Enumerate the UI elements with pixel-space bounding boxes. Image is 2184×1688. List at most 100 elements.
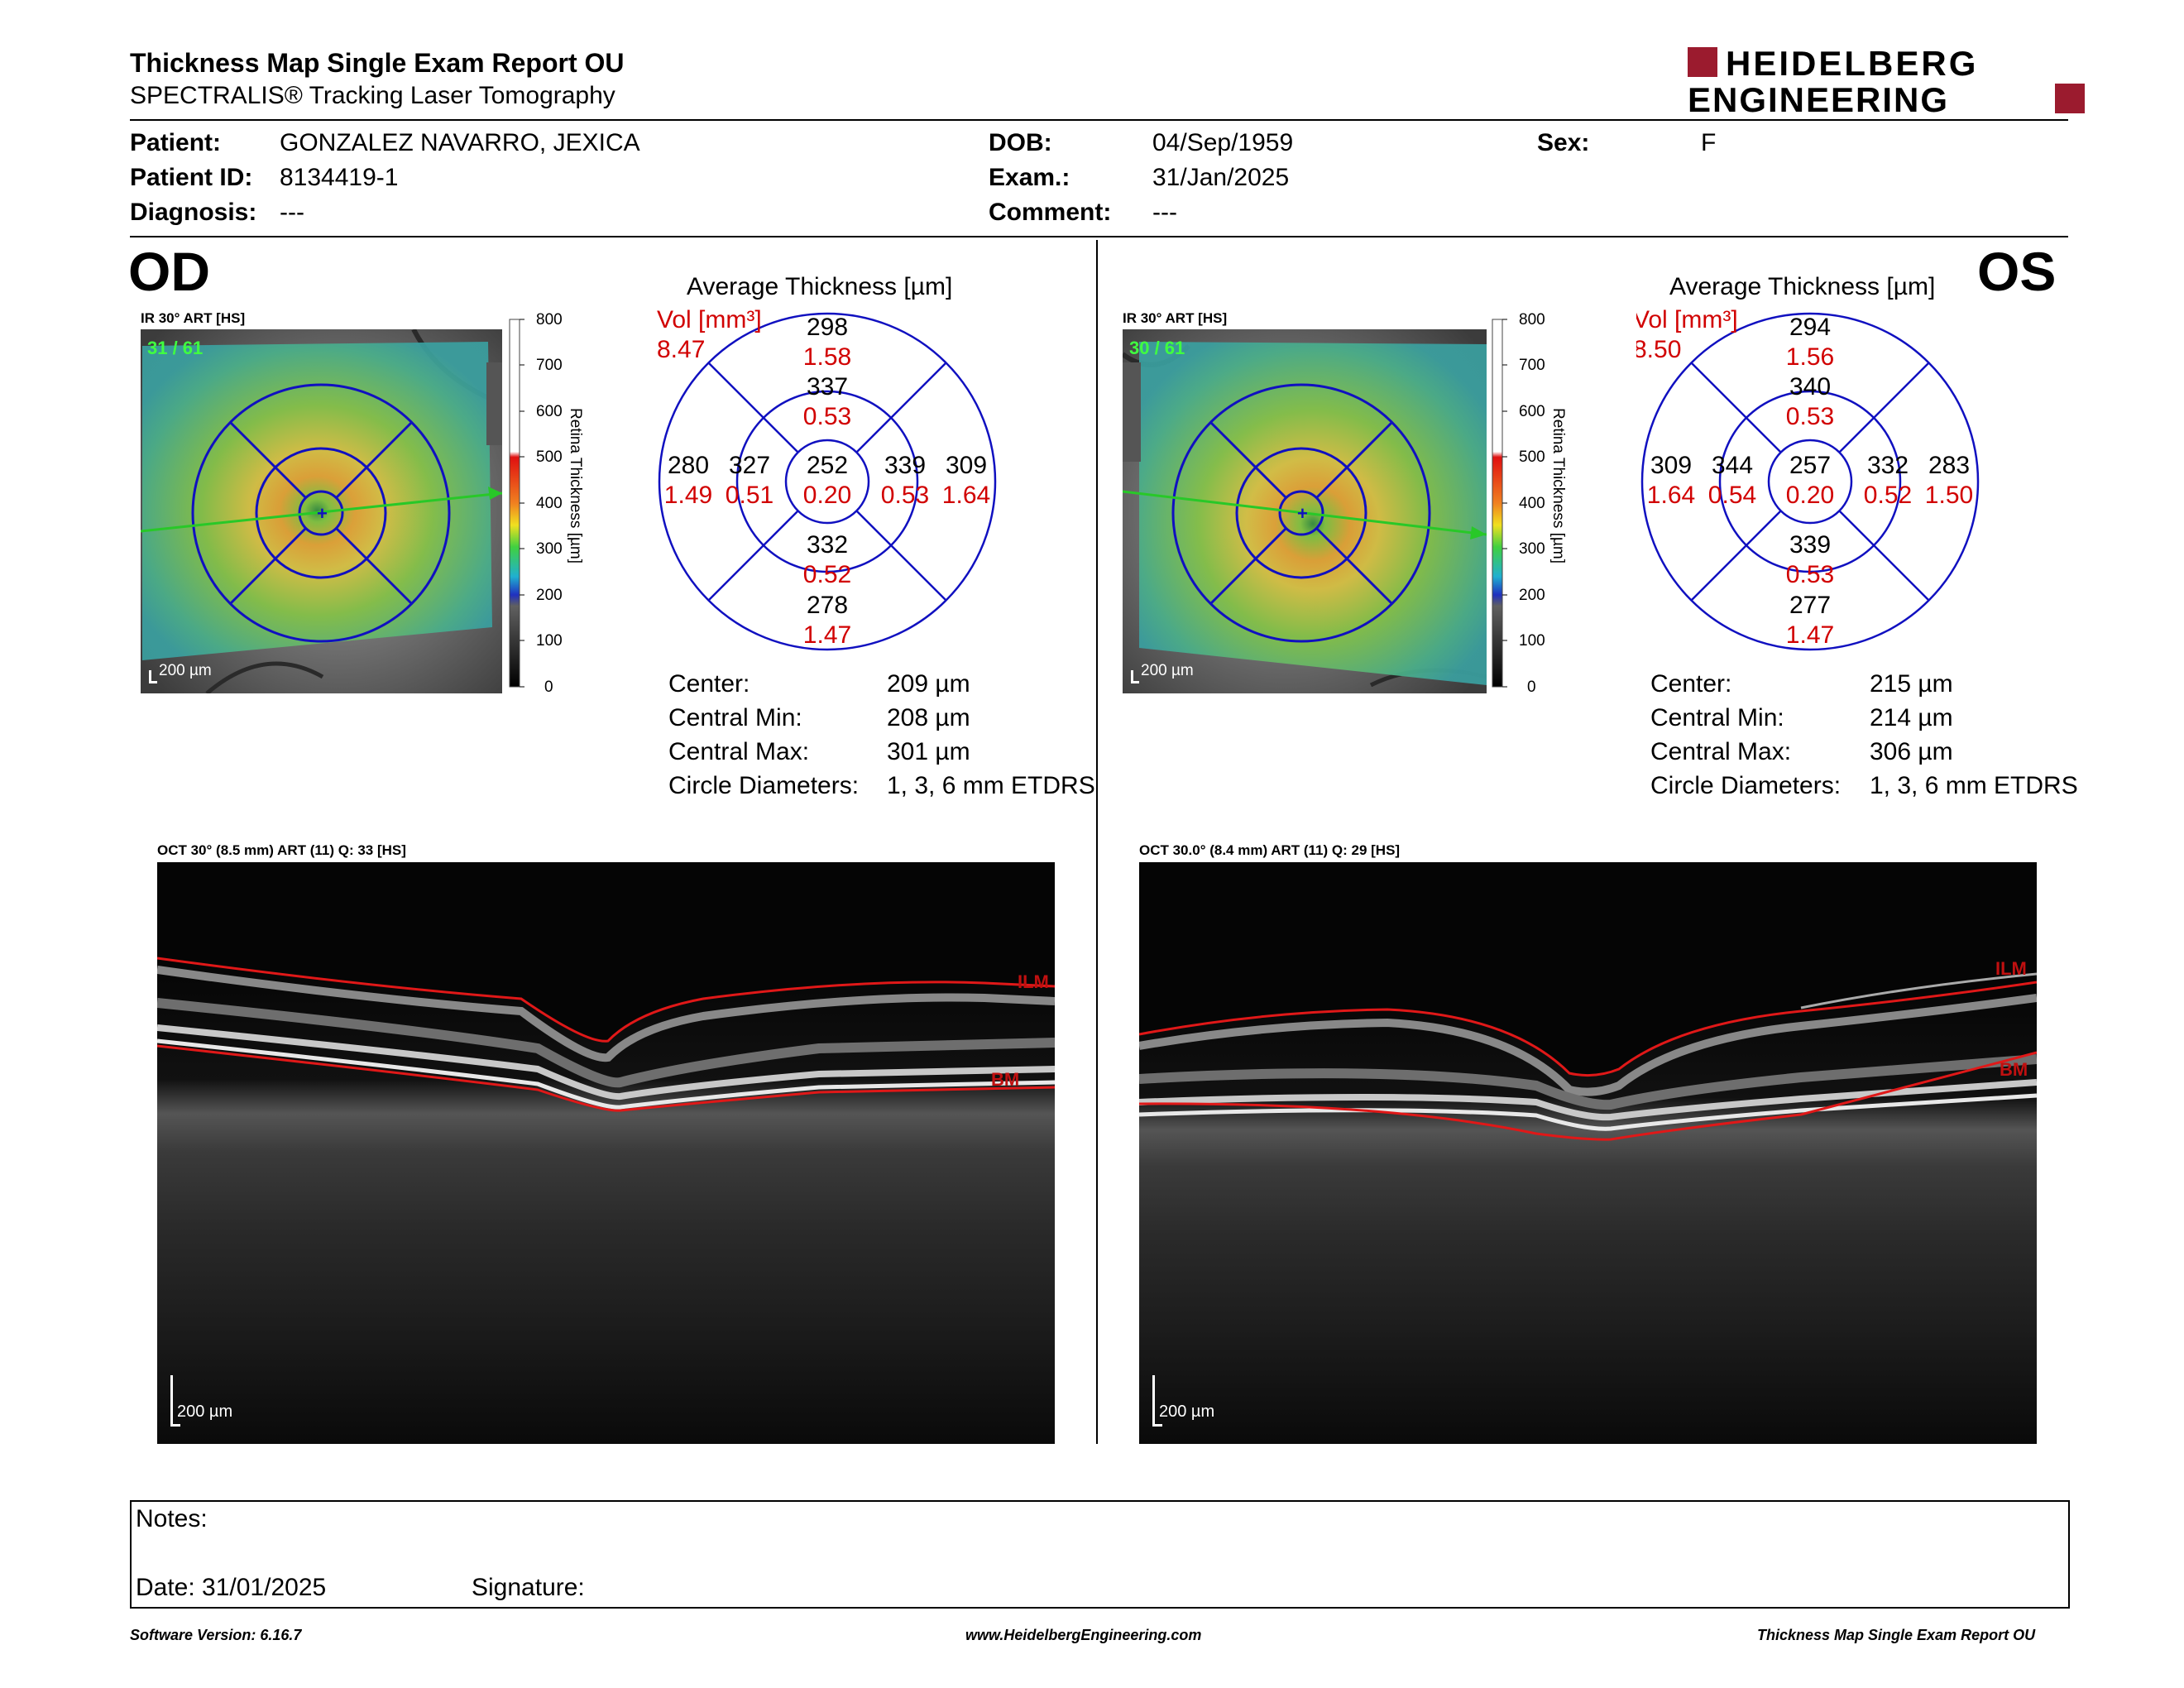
od-ir-label: IR 30° ART [HS]: [141, 310, 246, 326]
od-eye-label: OD: [128, 241, 210, 302]
od-inner-left-thickness: 327: [729, 452, 770, 479]
diagnosis-label: Diagnosis:: [130, 199, 257, 226]
od-vol-label: Vol [mm³]: [657, 306, 762, 333]
os-vol-label: Vol [mm³]: [1636, 306, 1738, 333]
sex-label: Sex:: [1537, 129, 1590, 156]
os-center-thickness: 257: [1789, 452, 1831, 479]
os-inner-right-thickness: 332: [1867, 452, 1909, 479]
dob-value: 04/Sep/1959: [1152, 129, 1294, 156]
od-stat-max-label: Central Max:: [668, 738, 810, 765]
os-stat-min-value: 214 µm: [1870, 704, 1953, 731]
od-cbar-tick-800: 800: [536, 313, 563, 328]
report-title: Thickness Map Single Exam Report OU: [130, 48, 625, 78]
footer-website-link[interactable]: www.HeidelbergEngineering.com: [965, 1627, 1202, 1643]
od-ir-scale-bar: 200 µm: [159, 662, 212, 679]
os-cbar-tick-700: 700: [1519, 357, 1545, 374]
os-bm-label: BM: [2000, 1059, 2028, 1080]
os-thickness-colorbar: 800 700 600 500 400 300 200 100 0 Retina…: [1491, 311, 1567, 702]
od-outer-left-thickness: 280: [668, 452, 709, 479]
os-ilm-label: ILM: [1995, 958, 2027, 979]
diagnosis-value: ---: [280, 199, 304, 226]
od-cbar-tick-700: 700: [536, 357, 563, 374]
patient-label: Patient:: [130, 129, 222, 156]
od-oct-label: OCT 30° (8.5 mm) ART (11) Q: 33 [HS]: [157, 842, 406, 858]
notes-label: Notes:: [136, 1505, 208, 1532]
od-grid-title: Average Thickness [µm]: [687, 273, 952, 300]
os-cbar-tick-100: 100: [1519, 632, 1545, 650]
od-inner-top-vol: 0.53: [803, 403, 851, 430]
patient-name: GONZALEZ NAVARRO, JEXICA: [280, 129, 640, 156]
os-ir-label: IR 30° ART [HS]: [1123, 310, 1228, 326]
os-outer-bottom-thickness: 277: [1789, 592, 1831, 619]
os-eye-label: OS: [1977, 241, 2057, 302]
report-subtitle: SPECTRALIS® Tracking Laser Tomography: [130, 82, 615, 109]
os-inner-top-vol: 0.53: [1786, 403, 1834, 430]
od-stat-center-label: Center:: [668, 670, 750, 698]
od-inner-bottom-vol: 0.52: [803, 561, 851, 588]
od-thickness-colorbar: 800 700 600 500 400 300 200 100 0 Retina…: [508, 311, 584, 702]
os-inner-bottom-thickness: 339: [1789, 531, 1831, 559]
od-ilm-label: ILM: [1018, 971, 1049, 992]
od-outer-right-vol: 1.64: [942, 482, 990, 509]
exam-label: Exam.:: [989, 164, 1070, 191]
od-oct-scale-bar: 200 µm: [177, 1403, 232, 1421]
heidelberg-logo: HEIDELBERG ENGINEERING: [1688, 44, 2085, 119]
od-stat-max-value: 301 µm: [887, 738, 970, 765]
os-colorbar-title: Retina Thickness [µm]: [1549, 408, 1565, 563]
od-outer-bottom-vol: 1.47: [803, 621, 851, 649]
os-art-frames: 30 / 61: [1129, 338, 1185, 358]
od-outer-bottom-thickness: 278: [807, 592, 848, 619]
svg-text:+: +: [317, 503, 328, 524]
od-total-vol: 8.47: [657, 336, 705, 363]
footer-report-name: Thickness Map Single Exam Report OU: [1757, 1627, 2036, 1643]
os-outer-right-thickness: 283: [1928, 452, 1970, 479]
od-inner-right-thickness: 339: [884, 452, 926, 479]
od-stat-center-value: 209 µm: [887, 670, 970, 698]
patient-id: 8134419-1: [280, 164, 399, 191]
od-inner-right-vol: 0.53: [881, 482, 929, 509]
comment-label: Comment:: [989, 199, 1112, 226]
patient-id-label: Patient ID:: [130, 164, 253, 191]
os-total-vol: 8.50: [1636, 336, 1681, 363]
os-ir-fundus-image: + 30 / 61 200 µm: [1121, 329, 1487, 693]
footer-software-version: Software Version: 6.16.7: [130, 1627, 302, 1643]
os-inner-left-vol: 0.54: [1708, 482, 1756, 509]
od-outer-top-thickness: 298: [807, 314, 848, 341]
os-cbar-tick-400: 400: [1519, 495, 1545, 512]
od-outer-top-vol: 1.58: [803, 343, 851, 371]
os-inner-left-thickness: 344: [1712, 452, 1753, 479]
os-cbar-tick-300: 300: [1519, 540, 1545, 558]
od-cbar-tick-100: 100: [536, 632, 563, 650]
os-stat-center-value: 215 µm: [1870, 670, 1953, 698]
comment-value: ---: [1152, 199, 1177, 226]
os-cbar-tick-200: 200: [1519, 587, 1545, 604]
svg-text:+: +: [1297, 503, 1308, 524]
os-grid-title: Average Thickness [µm]: [1669, 273, 1935, 300]
os-oct-label: OCT 30.0° (8.4 mm) ART (11) Q: 29 [HS]: [1139, 842, 1401, 858]
os-inner-bottom-vol: 0.53: [1786, 561, 1834, 588]
dob-label: DOB:: [989, 129, 1052, 156]
os-cbar-tick-0: 0: [1527, 679, 1536, 696]
od-cbar-tick-0: 0: [544, 679, 553, 696]
od-stat-diam-value: 1, 3, 6 mm ETDRS: [887, 772, 1095, 799]
od-cbar-tick-300: 300: [536, 540, 563, 558]
os-cbar-tick-500: 500: [1519, 448, 1545, 466]
os-outer-left-vol: 1.64: [1647, 482, 1695, 509]
od-oct-bscan-image: ILM BM 200 µm: [156, 862, 1056, 1444]
os-inner-top-thickness: 340: [1789, 373, 1831, 400]
os-outer-right-vol: 1.50: [1925, 482, 1973, 509]
os-etdrs-grid: Average Thickness [µm] Vol [mm³] 8.50 29…: [1633, 265, 1992, 654]
od-bm-label: BM: [991, 1069, 1019, 1090]
os-stat-center-label: Center:: [1650, 670, 1732, 698]
od-cbar-tick-400: 400: [536, 495, 563, 512]
exam-date: 31/Jan/2025: [1152, 164, 1290, 191]
od-inner-bottom-thickness: 332: [807, 531, 848, 559]
od-ir-fundus-image: + 31 / 61 200 µm: [140, 328, 504, 695]
od-colorbar-title: Retina Thickness [µm]: [567, 408, 582, 563]
os-outer-left-thickness: 309: [1650, 452, 1692, 479]
os-inner-right-vol: 0.52: [1864, 482, 1912, 509]
od-outer-left-vol: 1.49: [664, 482, 712, 509]
os-stat-max-label: Central Max:: [1650, 738, 1792, 765]
os-cbar-tick-600: 600: [1519, 403, 1545, 420]
notes-box[interactable]: [130, 1500, 2070, 1609]
